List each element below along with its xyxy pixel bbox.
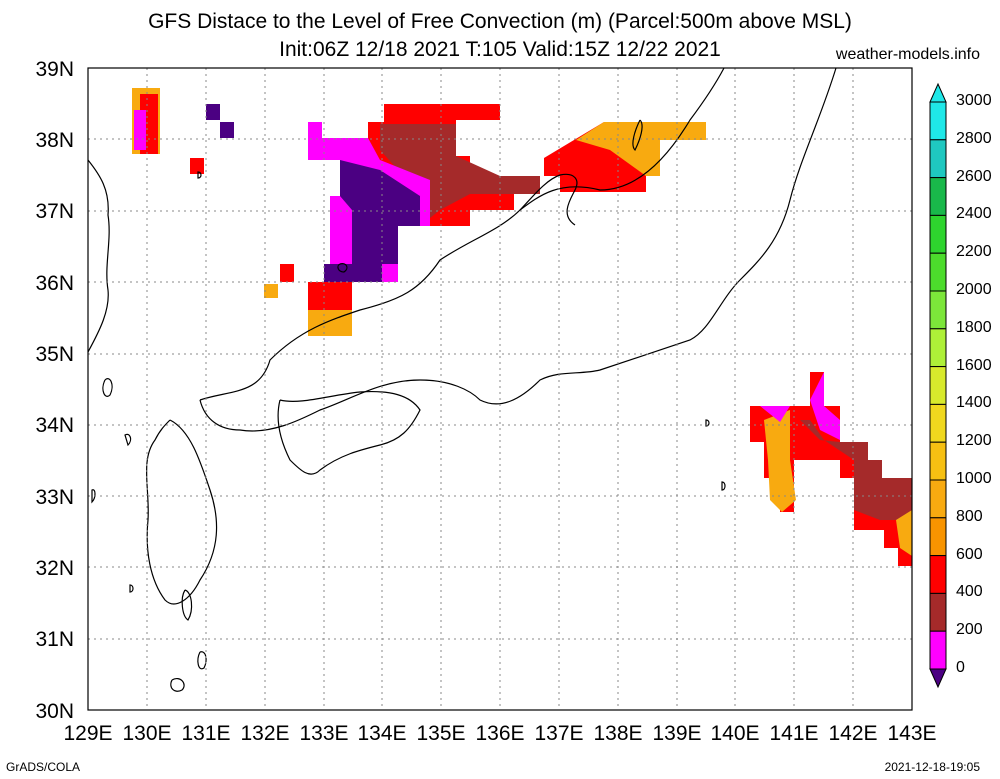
colorbar-label: 1200 [956,432,992,450]
shaded-regions [132,88,912,566]
x-tick-134e: 134E [357,722,407,745]
colorbar-label: 1400 [956,394,992,412]
colorbar-swatch [929,214,947,254]
x-tick-136e: 136E [475,722,525,745]
x-tick-132e: 132E [240,722,290,745]
colorbar-label: 2000 [956,281,992,298]
colorbar-label: 1800 [956,318,992,336]
colorbar-label: 2800 [956,129,992,147]
colorbar [929,82,947,689]
x-tick-140e: 140E [710,722,760,745]
site-label: weather-models.info [835,46,980,63]
y-tick-38n: 38N [35,129,74,152]
colorbar-swatch [929,517,947,557]
map-frame [87,67,913,711]
colorbar-top-arrow [929,82,947,103]
y-tick-32n: 32N [35,557,74,580]
colorbar-swatch [929,139,947,179]
chart-title-line2: Init:06Z 12/18 2021 T:105 Valid:15Z 12/2… [279,38,721,61]
colorbar-label: 2200 [956,243,992,261]
colorbar-swatch [929,479,947,519]
colorbar-swatch [929,101,947,141]
x-tick-137e: 137E [534,722,584,745]
colorbar-swatch [929,403,947,443]
y-tick-34n: 34N [35,414,74,437]
colorbar-swatch [929,366,947,405]
y-tick-35n: 35N [35,343,74,366]
x-tick-139e: 139E [652,722,702,745]
colorbar-label: 2600 [956,167,992,185]
x-tick-142e: 142E [828,722,878,745]
x-tick-143e: 143E [887,722,937,745]
colorbar-label: 600 [956,545,983,563]
y-tick-30n: 30N [35,700,74,723]
colorbar-label: 800 [956,507,983,525]
colorbar-swatch [929,252,947,292]
x-tick-131e: 131E [181,722,231,745]
footer-left: GrADS/COLA [6,760,81,774]
colorbar-swatch [929,441,947,481]
colorbar-label: 3000 [956,92,992,109]
y-tick-33n: 33N [35,486,74,509]
x-tick-130e: 130E [122,722,172,745]
y-tick-36n: 36N [35,272,74,295]
y-tick-37n: 37N [35,200,74,223]
colorbar-label: 0 [956,659,965,676]
chart-title-line1: GFS Distace to the Level of Free Convect… [148,10,852,33]
x-tick-133e: 133E [299,722,349,745]
colorbar-swatch [929,592,947,632]
y-tick-31n: 31N [35,628,74,651]
colorbar-label: 2400 [956,205,992,223]
colorbar-label: 200 [956,621,983,639]
footer-right: 2021-12-18-19:05 [884,760,980,774]
x-tick-135e: 135E [416,722,466,745]
colorbar-swatch [929,177,947,216]
colorbar-label: 1600 [956,356,992,374]
colorbar-swatch [929,290,947,330]
x-tick-129e: 129E [63,722,113,745]
colorbar-label: 1000 [956,470,992,487]
colorbar-swatch [929,555,947,594]
x-tick-141e: 141E [769,722,819,745]
coastlines [87,67,837,692]
colorbar-swatch [929,630,947,670]
colorbar-bottom-arrow [929,668,947,689]
x-tick-138e: 138E [593,722,643,745]
colorbar-label: 400 [956,583,983,601]
colorbar-swatch [929,328,947,368]
y-tick-39n: 39N [35,58,74,81]
gridlines [88,68,912,710]
